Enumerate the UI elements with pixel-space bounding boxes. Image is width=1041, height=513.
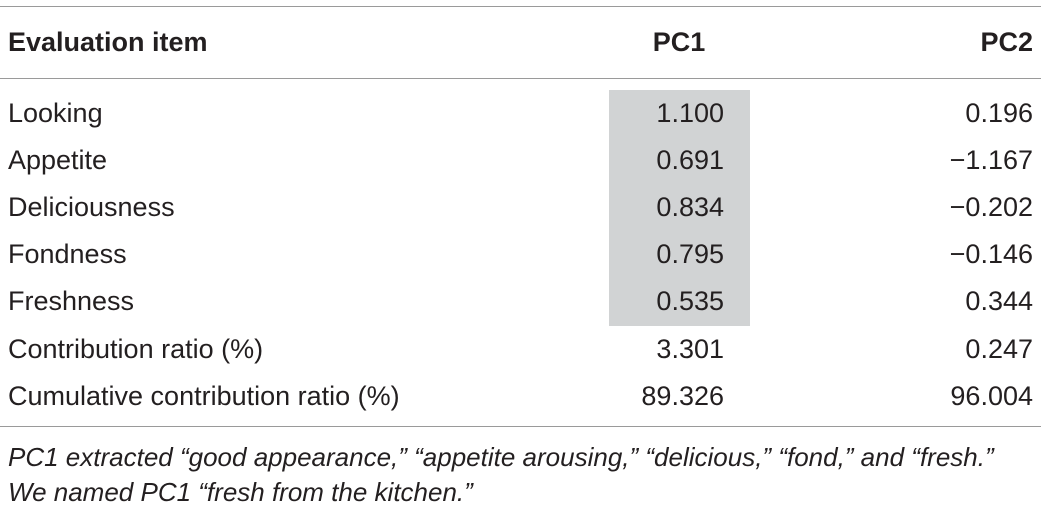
- table-bottom-rule: [0, 426, 1041, 427]
- table-row: Looking 1.100 0.196: [0, 90, 1041, 136]
- row-pc2-value: −0.146: [949, 239, 1033, 269]
- row-pc1-value: 0.691: [656, 145, 724, 175]
- table-row: Appetite 0.691 −1.167: [0, 137, 1041, 183]
- row-item-label: Contribution ratio (%): [8, 334, 264, 364]
- table-header-rule: [0, 78, 1041, 79]
- row-pc1-value: 89.326: [641, 381, 724, 411]
- table-top-rule: [0, 6, 1041, 7]
- row-item-label: Freshness: [8, 286, 135, 316]
- row-pc2-value: 0.196: [965, 98, 1033, 128]
- row-pc2-value: 96.004: [950, 381, 1033, 411]
- row-item-label: Deliciousness: [8, 192, 175, 222]
- row-pc1-value: 0.535: [656, 286, 724, 316]
- row-pc2-value: −1.167: [949, 145, 1033, 175]
- row-pc1-value: 0.795: [656, 239, 724, 269]
- header-pc1: PC1: [652, 27, 706, 57]
- row-pc2-value: 0.344: [965, 286, 1033, 316]
- table-row: Contribution ratio (%) 3.301 0.247: [0, 326, 1041, 372]
- row-pc2-value: −0.202: [949, 192, 1033, 222]
- table-row: Fondness 0.795 −0.146: [0, 231, 1041, 277]
- row-pc2-value: 0.247: [965, 334, 1033, 364]
- row-item-label: Fondness: [8, 239, 127, 269]
- table-header-row: Evaluation item PC1 PC2: [0, 19, 1041, 65]
- row-pc1-value: 1.100: [656, 98, 724, 128]
- row-item-label: Cumulative contribution ratio (%): [8, 381, 400, 411]
- table-footnote: PC1 extracted “good appearance,” “appeti…: [8, 442, 994, 507]
- table-row: Cumulative contribution ratio (%) 89.326…: [0, 373, 1041, 419]
- row-pc1-value: 3.301: [656, 334, 724, 364]
- table-row: Deliciousness 0.834 −0.202: [0, 184, 1041, 230]
- header-pc2: PC2: [980, 27, 1033, 57]
- row-item-label: Appetite: [8, 145, 108, 175]
- table-row: Freshness 0.535 0.344: [0, 278, 1041, 324]
- pc1-highlight-block: [609, 90, 750, 326]
- row-item-label: Looking: [8, 98, 103, 128]
- header-evaluation-item: Evaluation item: [8, 27, 208, 57]
- row-pc1-value: 0.834: [656, 192, 724, 222]
